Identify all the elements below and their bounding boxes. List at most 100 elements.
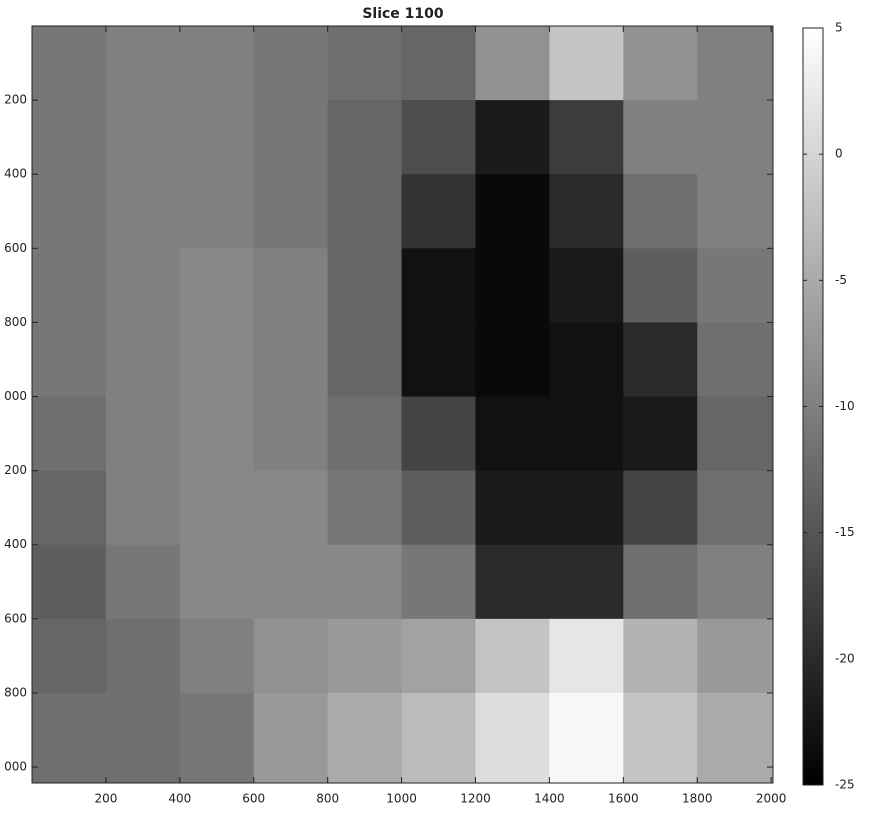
heatmap-cell	[253, 26, 329, 101]
x-tick-label: 1400	[534, 792, 565, 806]
heatmap-cell	[697, 322, 774, 398]
x-tick-label: 2000	[756, 792, 787, 806]
heatmap-cell	[697, 470, 774, 546]
heatmap-cell	[401, 470, 476, 546]
heatmap-cell	[549, 174, 624, 249]
heatmap-cell	[32, 100, 107, 175]
heatmap-cell	[549, 100, 624, 175]
heatmap-cell	[623, 692, 698, 784]
heatmap-cell	[697, 174, 774, 249]
y-tick-label: 000	[4, 389, 27, 403]
heatmap-cell	[623, 618, 698, 694]
heatmap-cell	[32, 470, 107, 546]
heatmap-cell	[401, 692, 476, 784]
heatmap-cell	[697, 248, 774, 323]
y-tick-label: 200	[4, 463, 27, 477]
y-tick-label: 400	[4, 537, 27, 551]
heatmap-cell	[253, 692, 329, 784]
heatmap-cell	[475, 692, 550, 784]
heatmap-cell	[179, 470, 255, 546]
heatmap-cell	[623, 470, 698, 546]
y-tick-label: 400	[4, 167, 27, 181]
heatmap-cell	[32, 248, 107, 323]
heatmap-cell	[105, 322, 181, 398]
heatmap-cell	[697, 100, 774, 175]
heatmap-cell	[623, 174, 698, 249]
colorbar-tick-label: 0	[835, 147, 843, 161]
heatmap-cell	[32, 544, 107, 620]
heatmap-cell	[105, 248, 181, 323]
heatmap-cell	[179, 544, 255, 620]
x-tick-label: 1000	[386, 792, 417, 806]
heatmap-cell	[179, 618, 255, 694]
heatmap-cell	[475, 248, 550, 323]
heatmap-cell	[623, 26, 698, 101]
heatmap-cells	[32, 26, 774, 784]
heatmap-cell	[549, 322, 624, 398]
heatmap-cell	[327, 396, 403, 472]
heatmap-cell	[32, 174, 107, 249]
heatmap-cell	[549, 26, 624, 101]
colorbar-tick-label: -20	[835, 651, 855, 665]
heatmap-cell	[475, 470, 550, 546]
heatmap-cell	[327, 100, 403, 175]
heatmap-cell	[327, 174, 403, 249]
heatmap-cell	[105, 692, 181, 784]
x-tick-label: 200	[94, 792, 117, 806]
heatmap-cell	[475, 322, 550, 398]
heatmap-cell	[105, 100, 181, 175]
heatmap-cell	[32, 322, 107, 398]
heatmap-cell	[475, 618, 550, 694]
heatmap-cell	[179, 322, 255, 398]
heatmap-cell	[179, 248, 255, 323]
heatmap-cell	[401, 618, 476, 694]
y-tick-label: 800	[4, 315, 27, 329]
heatmap-cell	[549, 248, 624, 323]
heatmap-cell	[475, 396, 550, 472]
heatmap-cell	[253, 174, 329, 249]
heatmap-cell	[697, 396, 774, 472]
colorbar-tick-label: -5	[835, 273, 847, 287]
heatmap-cell	[253, 248, 329, 323]
heatmap-cell	[697, 544, 774, 620]
x-tick-label: 1600	[608, 792, 639, 806]
x-tick-label: 400	[168, 792, 191, 806]
heatmap-cell	[32, 692, 107, 784]
heatmap-cell	[327, 618, 403, 694]
chart-title: Slice 1100	[362, 6, 444, 22]
heatmap-cell	[327, 322, 403, 398]
heatmap-cell	[327, 26, 403, 101]
heatmap-cell	[401, 544, 476, 620]
heatmap-cell	[179, 26, 255, 101]
heatmap-cell	[327, 692, 403, 784]
heatmap-cell	[327, 470, 403, 546]
heatmap-cell	[105, 618, 181, 694]
heatmap-cell	[32, 26, 107, 101]
heatmap-cell	[401, 100, 476, 175]
colorbar-tick-label: -15	[835, 525, 855, 539]
heatmap-cell	[32, 396, 107, 472]
y-tick-label: 600	[4, 241, 27, 255]
heatmap-cell	[105, 174, 181, 249]
colorbar-tick-label: -25	[835, 778, 855, 792]
x-tick-label: 1200	[460, 792, 491, 806]
heatmap-cell	[623, 248, 698, 323]
heatmap-cell	[623, 396, 698, 472]
x-tick-label: 800	[316, 792, 339, 806]
heatmap-cell	[475, 174, 550, 249]
heatmap-cell	[32, 618, 107, 694]
y-tick-label: 000	[4, 760, 27, 774]
heatmap-cell	[105, 544, 181, 620]
heatmap-cell	[401, 396, 476, 472]
heatmap-cell	[179, 174, 255, 249]
heatmap-cell	[623, 544, 698, 620]
x-tick-label: 600	[242, 792, 265, 806]
heatmap-cell	[623, 100, 698, 175]
heatmap-cell	[105, 26, 181, 101]
heatmap-cell	[401, 322, 476, 398]
colorbar-tick-label: -10	[835, 399, 855, 413]
heatmap-cell	[253, 100, 329, 175]
heatmap-cell	[475, 100, 550, 175]
heatmap-cell	[623, 322, 698, 398]
